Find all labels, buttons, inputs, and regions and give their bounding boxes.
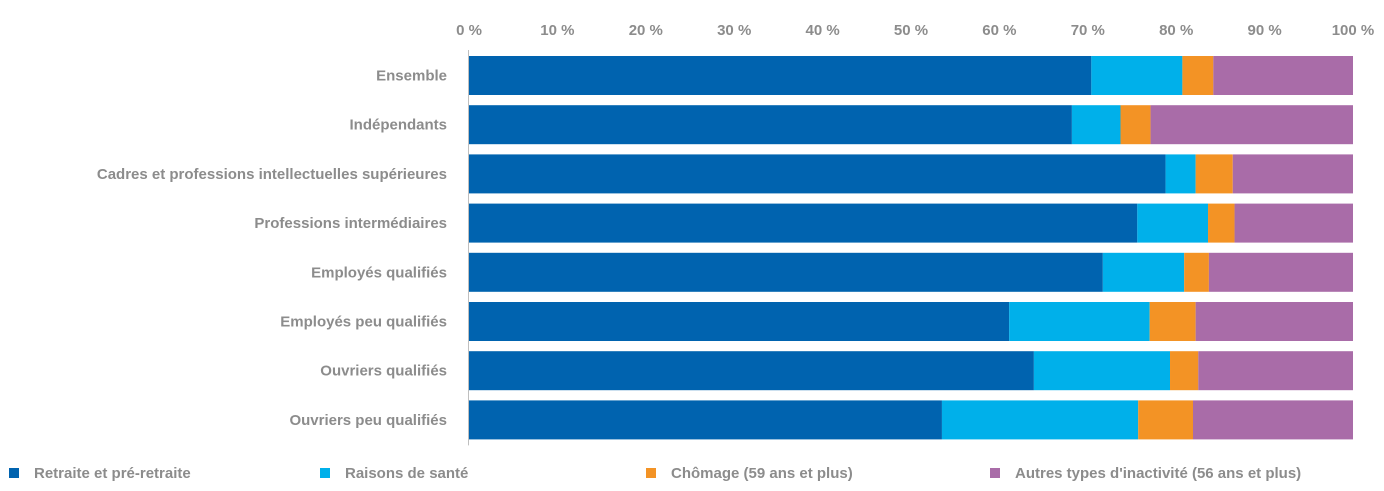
bar-segment (1071, 105, 1121, 145)
legend-swatch (646, 468, 656, 478)
bar-segment (1213, 56, 1353, 95)
x-tick-label: 20 % (629, 22, 663, 39)
bar-segment (1184, 252, 1209, 292)
x-tick-label: 90 % (1247, 22, 1281, 39)
bar-segment (469, 203, 1138, 243)
x-tick-label: 100 % (1332, 22, 1375, 39)
bar-segment (1033, 351, 1171, 391)
bar-segment (469, 56, 1092, 95)
bar-segment (1195, 154, 1233, 194)
legend-swatch (320, 468, 330, 478)
bar-segment (1195, 302, 1353, 341)
bar-segment (469, 351, 1034, 391)
legend-label: Raisons de santé (345, 465, 468, 482)
bar-segment (469, 105, 1072, 145)
bar-segment (1150, 105, 1353, 145)
x-tick-label: 70 % (1071, 22, 1105, 39)
bar-segment (469, 400, 942, 440)
x-tick-label: 60 % (982, 22, 1016, 39)
bar-segment (1198, 351, 1353, 391)
category-label: Ouvriers qualifiés (320, 363, 447, 380)
legend: Retraite et pré-retraite Raisons de santé… (9, 465, 1301, 482)
bar-segment (941, 400, 1139, 440)
x-tick-label: 10 % (540, 22, 574, 39)
legend-swatch (9, 468, 19, 478)
category-label: Ensemble (376, 68, 447, 85)
x-axis-tick-labels: 0 % 10 % 20 % 30 % 40 % 50 % 60 % 70 % 80 % 90 % 1… (456, 22, 1374, 39)
x-tick-label: 40 % (805, 22, 839, 39)
category-label: Employés peu qualifiés (280, 314, 447, 331)
legend-label: Chômage (59 ans et plus) (671, 465, 853, 482)
bar-segment (1138, 400, 1193, 440)
bar-segment (1192, 400, 1353, 440)
bar-segment (1137, 203, 1209, 243)
bar-segment (1165, 154, 1196, 194)
bar-segment (469, 302, 1010, 341)
category-label: Cadres et professions intellectuelles su… (97, 166, 447, 183)
bar-segment (1170, 351, 1199, 391)
bar-segment (1009, 302, 1150, 341)
bar-group (469, 56, 1353, 440)
legend-label: Autres types d'inactivité (56 ans et plu… (1015, 465, 1301, 482)
bar-segment (1091, 56, 1183, 95)
bar-segment (1234, 203, 1353, 243)
bar-segment (1182, 56, 1214, 95)
x-tick-label: 30 % (717, 22, 751, 39)
x-tick-label: 0 % (456, 22, 482, 39)
x-tick-label: 80 % (1159, 22, 1193, 39)
category-label: Indépendants (349, 117, 447, 134)
bar-segment (1208, 252, 1353, 292)
x-tick-label: 50 % (894, 22, 928, 39)
legend-swatch (990, 468, 1000, 478)
bar-segment (1102, 252, 1185, 292)
bar-segment (469, 154, 1166, 194)
category-label: Employés qualifiés (311, 264, 447, 281)
bar-segment (1208, 203, 1235, 243)
category-label: Ouvriers peu qualifiés (289, 412, 447, 429)
bar-segment (1149, 302, 1196, 341)
category-labels: Ensemble Indépendants Cadres et profession… (97, 68, 447, 429)
category-label: Professions intermédiaires (254, 215, 447, 232)
bar-segment (1120, 105, 1151, 145)
bar-segment (1232, 154, 1353, 194)
bar-segment (469, 252, 1103, 292)
legend-label: Retraite et pré-retraite (34, 465, 191, 482)
